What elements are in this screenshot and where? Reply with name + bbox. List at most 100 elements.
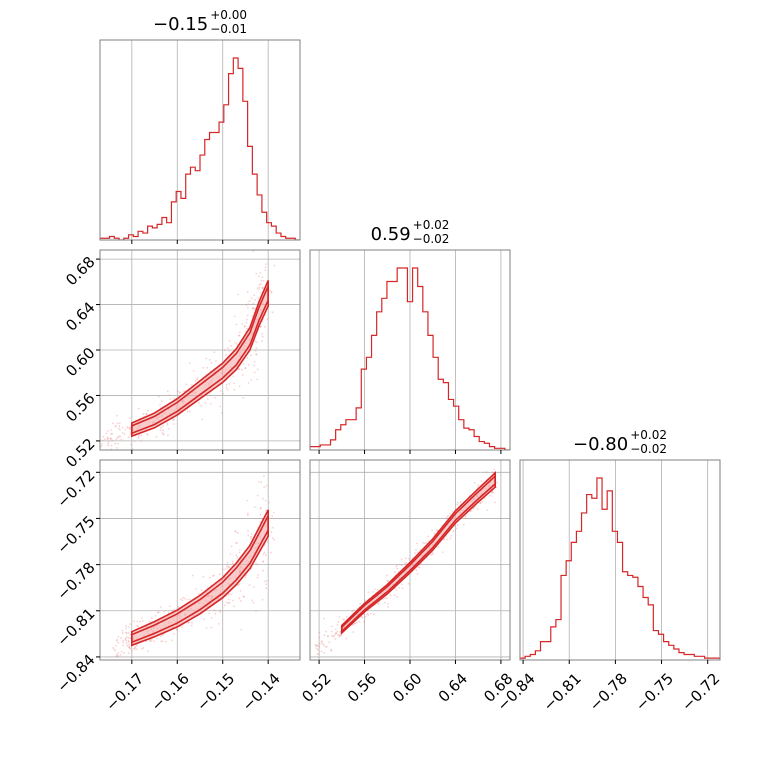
sample-point (270, 531, 273, 534)
sample-point (423, 542, 426, 545)
sample-point (464, 515, 467, 518)
sample-point (255, 353, 258, 356)
sample-point (247, 303, 250, 305)
sample-point (244, 367, 246, 370)
sample-point (145, 413, 148, 415)
sample-point (127, 646, 130, 648)
sample-point (119, 654, 122, 656)
sample-point (133, 647, 136, 650)
sample-point (431, 551, 434, 554)
sample-point (480, 480, 483, 483)
sample-point (177, 606, 180, 608)
sample-point (173, 632, 175, 635)
sample-point (323, 644, 325, 647)
x-tick-label: −0.16 (148, 669, 193, 714)
sample-point (273, 264, 276, 267)
sample-point (334, 638, 337, 641)
sample-point (159, 429, 162, 432)
title-lower-error: −0.02 (630, 442, 667, 456)
sample-point (192, 369, 195, 372)
sample-point (231, 562, 234, 565)
sample-point (168, 605, 171, 608)
sample-point (338, 635, 341, 638)
sample-point (107, 442, 110, 445)
grid-layer (100, 40, 709, 660)
sample-point (147, 650, 149, 653)
sample-point (154, 614, 157, 617)
sample-point (223, 604, 226, 607)
sample-point (268, 289, 271, 292)
sample-point (137, 435, 140, 438)
sample-point (202, 575, 205, 578)
sample-point (219, 390, 222, 392)
sample-point (265, 583, 267, 586)
sample-point (124, 428, 127, 431)
sample-point (190, 384, 193, 387)
sample-point (400, 564, 403, 567)
sample-point (135, 644, 138, 647)
sample-point (116, 654, 119, 657)
sample-point (129, 623, 131, 626)
sample-point (384, 597, 387, 600)
sample-point (141, 620, 144, 622)
sample-point (364, 615, 367, 618)
title-lower-error: −0.02 (413, 232, 450, 246)
sample-point (251, 315, 254, 317)
sample-point (246, 514, 249, 516)
sample-point (226, 567, 229, 569)
sample-point (115, 438, 118, 441)
sample-point (265, 484, 268, 487)
sample-point (194, 379, 197, 382)
sample-point (259, 325, 262, 328)
sample-point (142, 647, 145, 649)
contour-level-1 (131, 285, 269, 435)
sample-point (120, 637, 123, 639)
sample-point (182, 390, 185, 392)
sample-point (172, 423, 175, 425)
sample-point (272, 511, 275, 514)
histogram-2 (520, 477, 720, 660)
sample-point (141, 648, 143, 650)
sample-point (234, 341, 237, 344)
sample-point (129, 426, 132, 429)
sample-point (248, 584, 251, 587)
sample-point (161, 640, 164, 643)
y-tick-label: −0.78 (53, 558, 98, 603)
sample-point (225, 354, 228, 356)
sample-point (327, 635, 329, 637)
sample-point (125, 636, 128, 639)
sample-point (415, 548, 417, 551)
sample-point (317, 653, 320, 655)
sample-point (366, 612, 369, 615)
sample-point (233, 605, 236, 608)
sample-point (361, 616, 364, 619)
sample-point (175, 629, 178, 631)
sample-point (264, 554, 267, 556)
sample-point (268, 501, 270, 504)
sample-point (398, 587, 401, 589)
sample-point (116, 446, 118, 449)
sample-point (181, 599, 184, 602)
sample-point (358, 620, 361, 623)
sample-point (210, 361, 213, 364)
sample-point (179, 391, 182, 394)
sample-point (114, 424, 117, 427)
sample-point (363, 620, 366, 623)
sample-point (238, 334, 241, 337)
sample-point (228, 339, 231, 342)
sample-point (385, 574, 388, 577)
sample-point (114, 425, 117, 428)
sample-point (169, 398, 171, 400)
sample-point (238, 551, 241, 554)
sample-point (316, 644, 319, 647)
sample-point (462, 523, 465, 526)
sample-point (129, 647, 132, 650)
sample-point (247, 534, 250, 537)
sample-point (255, 562, 257, 565)
x-tick-label: −0.14 (239, 669, 284, 714)
y-tick-label: −0.84 (53, 651, 98, 696)
sample-point (109, 437, 112, 440)
sample-point (156, 611, 159, 614)
sample-point (261, 340, 263, 343)
sample-point (173, 608, 176, 611)
